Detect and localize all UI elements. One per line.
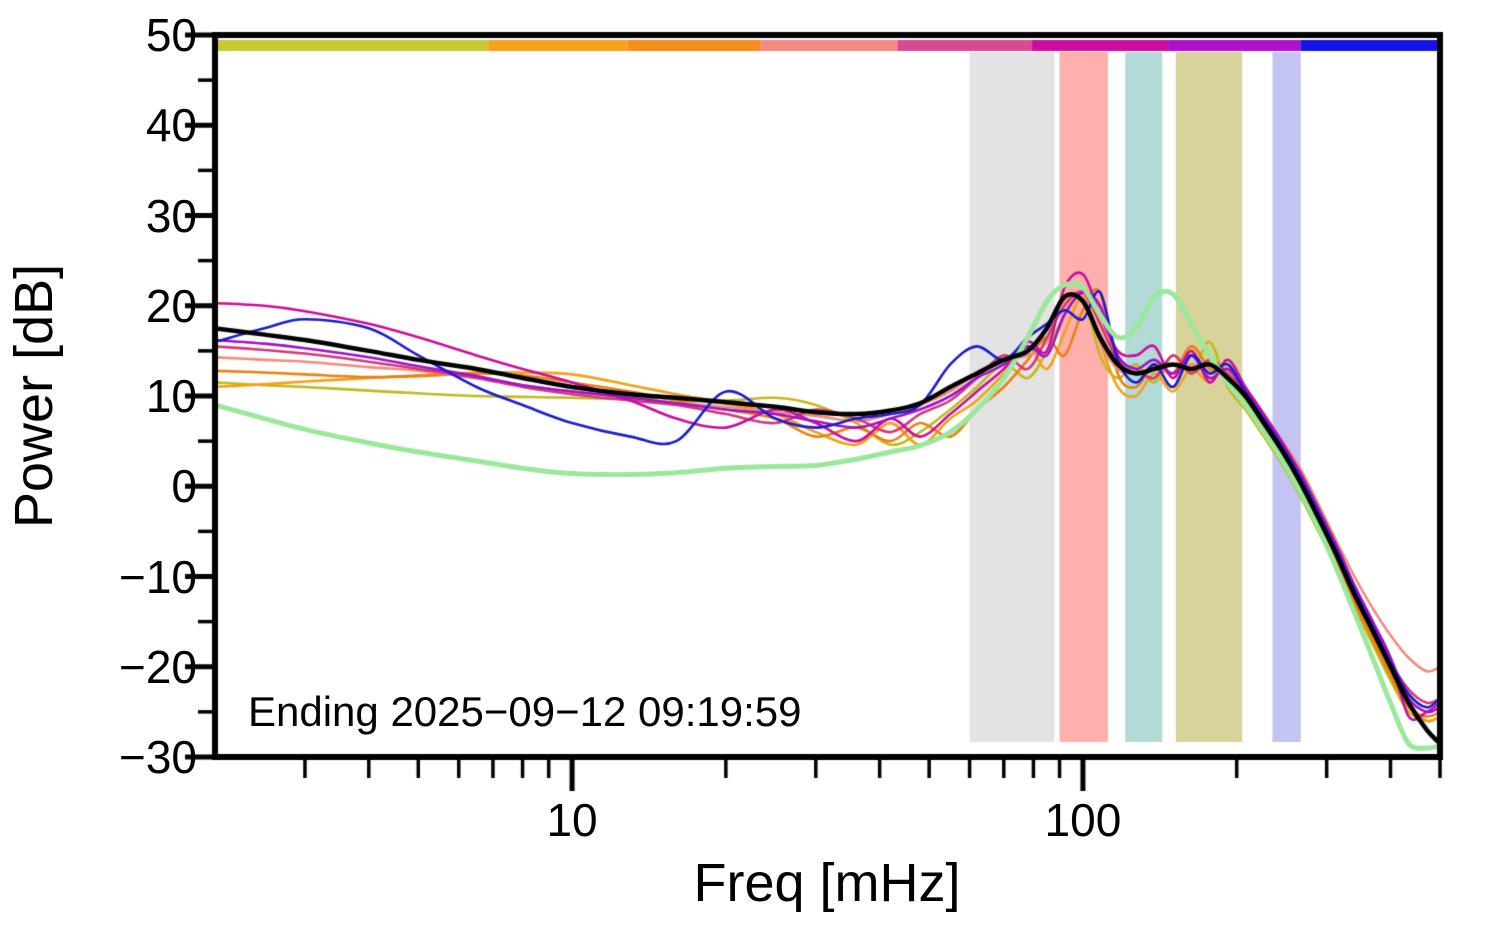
y-tick-label: 40	[145, 99, 197, 152]
y-tick-label: 10	[145, 370, 197, 422]
x-axis-title: Freq [mHz]	[693, 853, 961, 913]
ending-time-annotation: Ending 2025−09−12 09:19:59	[248, 688, 802, 735]
y-tick-label: 0	[171, 460, 197, 513]
y-tick-label: 30	[145, 189, 197, 242]
x-tick-label: 10	[546, 794, 598, 846]
y-tick-label: −30	[118, 731, 197, 783]
x-tick-label: 100	[1044, 794, 1122, 846]
y-axis-title: Power [dB]	[4, 263, 64, 529]
y-tick-label: 50	[145, 9, 197, 61]
y-tick-label: −20	[118, 640, 197, 693]
y-tick-label: 20	[145, 279, 197, 332]
y-tick-label: −10	[118, 550, 197, 603]
